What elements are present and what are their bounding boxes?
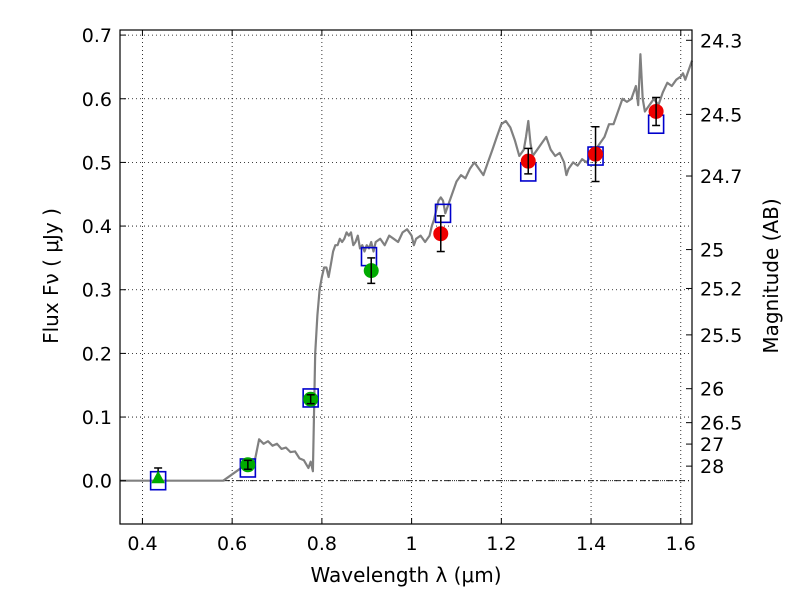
- right-axis-title: Magnitude (AB): [759, 198, 783, 353]
- right-tick-label: 24.7: [700, 166, 742, 188]
- y-tick-label: 0.0: [82, 471, 112, 493]
- right-tick-label: 25: [700, 240, 724, 262]
- right-tick-label: 28: [700, 456, 724, 478]
- markers-layer: [149, 96, 665, 491]
- right-tick-label: 24.5: [700, 104, 742, 126]
- y-axis-title: Flux Fν ( μJy ): [39, 208, 63, 344]
- plot-frame: [119, 29, 693, 525]
- x-tick-label: 1.4: [576, 533, 606, 555]
- y-tick-label: 0.6: [82, 89, 112, 111]
- model-photometry-square: [434, 203, 452, 224]
- x-tick-label: 1.6: [666, 533, 696, 555]
- right-tick-label: 26: [700, 379, 724, 401]
- y-tick-label: 0.5: [82, 152, 112, 174]
- right-tick-label: 26.5: [700, 413, 742, 435]
- x-tick-label: 1.2: [486, 533, 516, 555]
- model-spectrum-layer: [120, 53, 694, 482]
- right-tick-label: 25.2: [700, 278, 742, 300]
- x-tick-label: 0.6: [217, 533, 247, 555]
- y-tick-label: 0.2: [82, 343, 112, 365]
- y-tick-label: 0.7: [82, 25, 112, 47]
- x-tick-label: 1: [406, 533, 418, 555]
- right-tick-label: 25.5: [700, 325, 742, 347]
- right-tick-label: 24.3: [700, 30, 742, 52]
- y-tick-label: 0.3: [82, 280, 112, 302]
- model-spectrum-line: [120, 53, 694, 482]
- x-tick-label: 0.4: [127, 533, 157, 555]
- ticks: 0.4 0.6 0.8 1 1.2 1.4 1.6 0.0 0.1 0.2 0.3 0.4 0.5 0.6…: [82, 25, 743, 555]
- x-tick-label: 0.8: [307, 533, 337, 555]
- upper-limit-triangle: [151, 470, 165, 484]
- right-tick-label: 27: [700, 434, 724, 456]
- grid: [120, 30, 692, 524]
- x-axis-title: Wavelength λ (μm): [310, 563, 501, 587]
- y-tick-label: 0.4: [82, 216, 112, 238]
- model-photometry-square: [302, 388, 319, 408]
- y-tick-label: 0.1: [82, 407, 112, 429]
